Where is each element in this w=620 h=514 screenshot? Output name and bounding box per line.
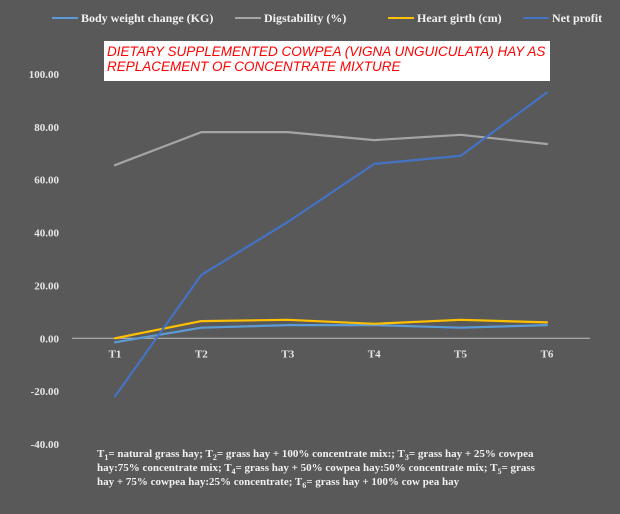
legend-label-4: Net profit [552,11,602,25]
y-tick-label: 100.00 [29,69,60,81]
footnote-line-3: hay + 75% cowpea hay:25% concentrate; T6… [97,476,460,490]
y-tick-label: 60.00 [34,175,59,187]
footnote-line-1: T1= natural grass hay; T2= grass hay + 1… [97,448,534,462]
y-axis-tick-labels: 100.00 80.00 60.00 40.00 20.00 0.00 -20.00 -40.… [29,69,60,451]
y-tick-label: -20.00 [31,386,60,398]
legend-label-3: Heart girth (cm) [417,11,502,25]
x-tick-label: T2 [195,348,208,360]
y-tick-label: 20.00 [34,280,59,292]
series-line-2 [113,131,549,167]
legend: Body weight change (KG) Digstability (%) H… [52,11,602,25]
series-line-3 [113,318,549,340]
series-line-4 [113,91,549,398]
y-tick-label: 0.00 [40,333,60,345]
y-tick-label: -40.00 [31,439,60,451]
series-lines [113,91,549,398]
chart-title-line-2: REPLACEMENT OF CONCENTRATE MIXTURE [107,59,402,74]
legend-label-2: Digstability (%) [264,11,346,25]
series-line-1 [113,324,549,344]
title-box [104,41,550,81]
legend-label-1: Body weight change (KG) [81,11,213,25]
footnote-line-2: hay:75% concentrate mix; T4= grass hay +… [97,462,536,476]
x-tick-label: T3 [281,348,294,360]
x-tick-label: T4 [368,348,381,360]
y-tick-label: 40.00 [34,228,59,240]
x-tick-label: T1 [109,348,122,360]
chart-title-line-1: DIETARY SUPPLEMENTED COWPEA (VIGNA UNGUI… [107,44,545,59]
footnote: T1= natural grass hay; T2= grass hay + 1… [97,448,536,490]
x-tick-label: T6 [541,348,554,360]
x-tick-label: T5 [454,348,467,360]
y-tick-label: 80.00 [34,122,59,134]
x-axis-tick-labels: T1 T2 T3 T4 T5 T6 [109,348,554,360]
